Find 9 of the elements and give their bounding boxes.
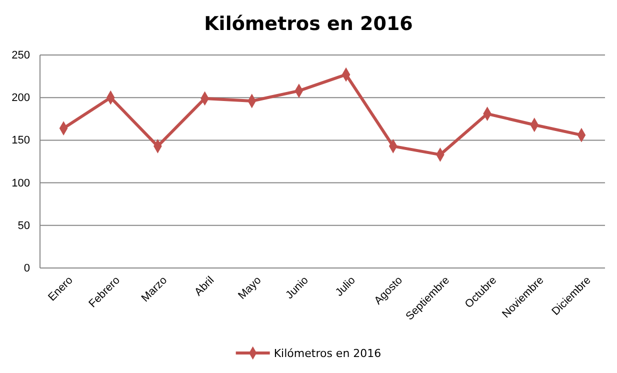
x-tick-label: Julio [333,274,358,299]
chart-title: Kilómetros en 2016 [204,13,413,35]
y-tick-label: 50 [18,220,30,232]
y-tick-label: 200 [12,92,30,104]
y-tick-label: 0 [24,262,30,275]
legend-label: Kilómetros en 2016 [274,347,382,360]
y-tick-label: 100 [12,177,30,190]
y-tick-label: 250 [12,50,30,62]
y-tick-label: 150 [12,134,30,147]
